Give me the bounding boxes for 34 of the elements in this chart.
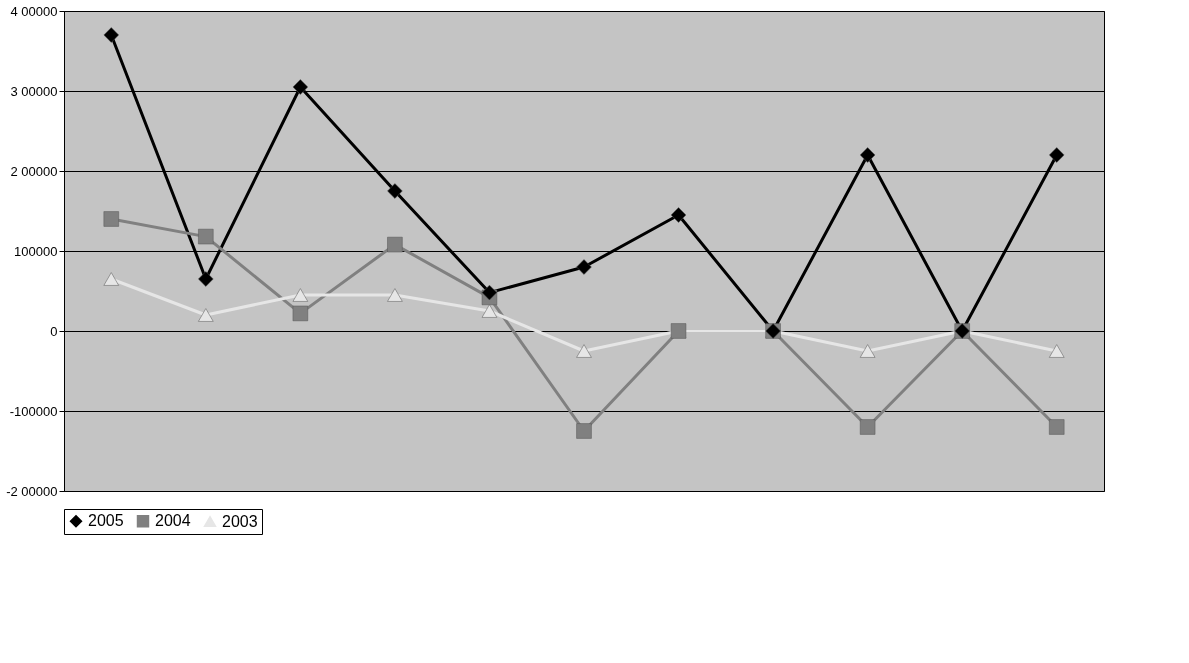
point <box>481 304 498 318</box>
point <box>387 236 403 253</box>
point <box>1049 147 1065 163</box>
y-tick-label: -100000 <box>9 403 58 419</box>
point <box>387 183 403 199</box>
point <box>481 284 498 301</box>
point <box>576 344 592 358</box>
point <box>103 211 119 227</box>
point <box>859 344 876 358</box>
y-tick-label: 0 <box>50 323 58 339</box>
point <box>292 79 309 95</box>
y-tick-label: 4 00000 <box>10 3 58 19</box>
point <box>292 305 309 322</box>
point <box>859 419 876 435</box>
point <box>198 271 214 287</box>
y-tick-label: 3 00000 <box>10 83 58 99</box>
point <box>103 27 119 43</box>
point <box>859 147 876 163</box>
point <box>576 423 592 439</box>
point <box>387 288 403 302</box>
legend-label: 2003 <box>222 512 258 530</box>
y-tick-label: 2 00000 <box>10 163 58 179</box>
y-tick-label: -2 00000 <box>6 483 58 499</box>
point <box>1049 419 1065 435</box>
point <box>576 259 592 275</box>
point <box>198 228 214 245</box>
point <box>292 288 309 302</box>
y-tick-label: 100000 <box>14 243 58 259</box>
legend-label: 2005 <box>88 512 124 530</box>
point <box>670 207 687 223</box>
point <box>1049 344 1065 358</box>
point <box>198 308 214 322</box>
legend-label: 2004 <box>155 512 191 530</box>
point <box>103 272 119 286</box>
